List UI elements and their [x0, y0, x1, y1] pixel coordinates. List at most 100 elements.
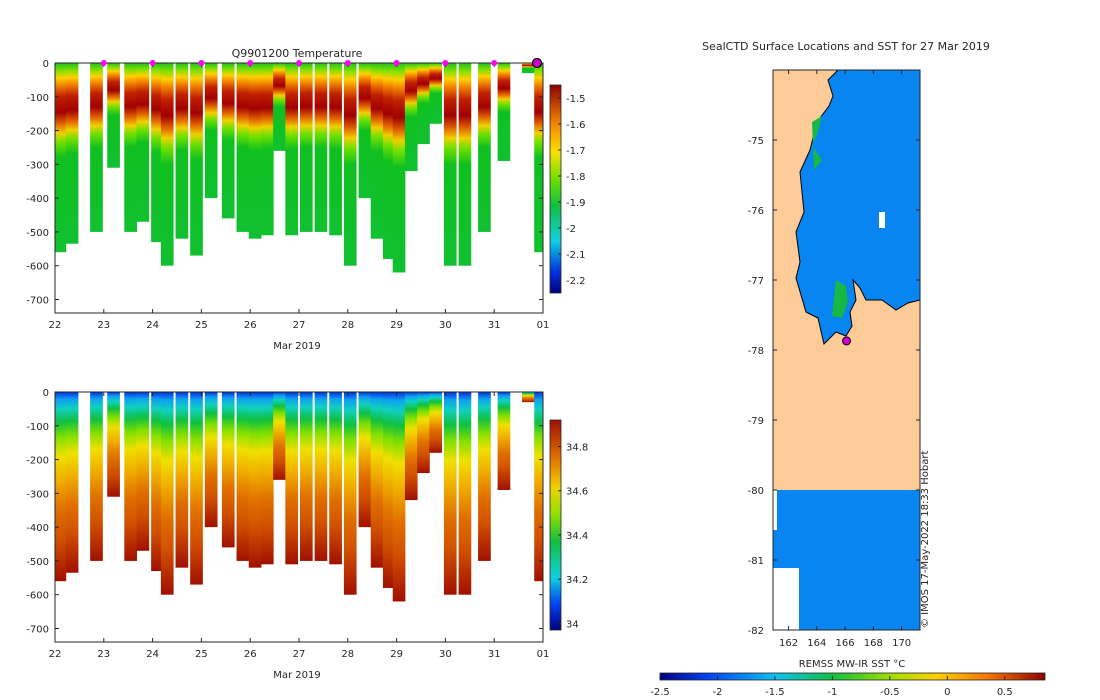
profile-column — [90, 392, 103, 561]
sst-colorbar-label: REMSS MW-IR SST °C — [799, 659, 906, 670]
profile-column — [458, 392, 472, 595]
x-tick-label: 23 — [97, 320, 110, 331]
colorbar-tick-label: -1.8 — [566, 172, 586, 183]
x-tick-label: 22 — [49, 320, 62, 331]
profile-column — [136, 392, 150, 551]
profile-column — [190, 392, 203, 585]
seal-location-marker — [842, 336, 851, 346]
profile-column — [497, 392, 511, 490]
profile-column — [299, 392, 313, 561]
lat-tick-label: -81 — [748, 556, 764, 567]
surface-marker — [100, 60, 107, 66]
x-tick-label: 28 — [341, 649, 354, 660]
profile-column — [236, 63, 250, 232]
profile-column — [522, 63, 535, 74]
profile-column — [151, 63, 164, 243]
y-tick-label: -600 — [26, 591, 49, 602]
x-tick-label: 27 — [293, 649, 306, 660]
x-tick-label: 01 — [537, 649, 550, 660]
sst-colorbar-tick-label: -1 — [827, 687, 837, 698]
profile-column — [343, 392, 357, 595]
profile-column — [285, 392, 299, 565]
sst-colorbar-tick-label: 0.5 — [997, 687, 1013, 698]
colorbar-tick-label: 34.6 — [566, 487, 588, 498]
y-tick-label: -100 — [26, 93, 49, 104]
x-tick-label: 27 — [293, 320, 306, 331]
profile-column — [497, 63, 511, 161]
profile-column — [358, 392, 372, 528]
temperature-colorbar — [549, 84, 562, 294]
salinity-heatmap — [55, 392, 543, 602]
profile-column — [370, 392, 384, 568]
colorbar-tick-label: -1.5 — [566, 94, 586, 105]
surface-marker — [296, 60, 302, 66]
x-tick-label: 26 — [244, 649, 257, 660]
profile-column — [392, 63, 406, 273]
profile-column — [370, 63, 384, 239]
lon-tick-label: 170 — [892, 638, 911, 649]
profile-column — [478, 392, 491, 561]
temperature-panel: Q9901200 Temperature 22 23 24 25 26 27 28 29 30 3… — [26, 47, 585, 352]
profile-column — [329, 63, 342, 236]
profile-column — [55, 392, 67, 582]
profile-column — [404, 63, 418, 172]
profile-column — [124, 63, 137, 232]
profile-column — [90, 63, 103, 232]
lon-tick-label: 168 — [864, 638, 883, 649]
y-tick-label: -400 — [26, 194, 49, 205]
profile-column — [124, 392, 137, 561]
map-title: SealCTD Surface Locations and SST for 27… — [702, 40, 990, 53]
temperature-surface-markers — [100, 57, 543, 69]
profile-column — [458, 63, 472, 266]
ice-free-gap — [879, 212, 885, 228]
profile-column — [107, 392, 120, 497]
profile-column — [522, 392, 535, 403]
surface-marker — [247, 60, 254, 66]
y-tick-label: -300 — [26, 160, 49, 171]
x-tick-label: 24 — [146, 649, 159, 660]
profile-column — [175, 63, 189, 239]
map-canvas — [773, 70, 920, 630]
y-tick-label: 0 — [43, 59, 49, 70]
colorbar-tick-label: -2.1 — [566, 250, 586, 261]
profile-column — [478, 63, 491, 232]
surface-marker — [198, 60, 205, 66]
mcmurdo-green-patch — [832, 280, 848, 318]
x-tick-label: 22 — [49, 649, 62, 660]
sst-colorbar-tick-label: -2 — [712, 687, 722, 698]
surface-marker — [393, 60, 400, 66]
x-tick-label: 31 — [488, 649, 501, 660]
colorbar-tick-label: -2 — [566, 224, 576, 235]
sst-colorbar-tick-label: -1.5 — [765, 687, 785, 698]
salinity-panel: 22 23 24 25 26 27 28 29 30 31 01 0 -100 -200 -300 -400 -… — [26, 388, 588, 681]
surface-marker — [491, 60, 498, 66]
lon-tick-label: 162 — [779, 638, 798, 649]
colorbar-tick-label: 34 — [566, 619, 579, 630]
y-tick-label: -500 — [26, 557, 49, 568]
profile-column — [443, 63, 457, 266]
temperature-colorbar-ticks: -1.5 -1.6 -1.7 -1.8 -1.9 -2 -2.1 -2.2 — [558, 94, 586, 287]
profile-column — [417, 63, 430, 145]
map-panel: SealCTD Surface Locations and SST for 27… — [650, 40, 1046, 698]
y-tick-label: 0 — [43, 388, 49, 399]
profile-column — [417, 392, 430, 474]
profile-column — [358, 63, 372, 199]
lat-tick-label: -79 — [748, 416, 764, 427]
x-tick-label: 29 — [390, 649, 403, 660]
colorbar-tick-label: -1.9 — [566, 198, 586, 209]
coastal-green-patch — [812, 116, 822, 170]
coastline-west — [795, 70, 847, 345]
x-tick-label: 30 — [439, 320, 452, 331]
salinity-colorbar — [549, 419, 562, 631]
colorbar-tick-label: 34.4 — [566, 531, 588, 542]
salinity-xlabel: Mar 2019 — [273, 670, 321, 681]
lat-tick-label: -76 — [748, 206, 764, 217]
profile-column — [299, 63, 313, 232]
profile-column — [248, 392, 262, 568]
colorbar-tick-label: 34.8 — [566, 443, 588, 454]
profile-column — [107, 63, 120, 168]
sst-colorbar-tick-label: -0.5 — [880, 687, 900, 698]
y-tick-label: -100 — [26, 422, 49, 433]
x-tick-label: 26 — [244, 320, 257, 331]
